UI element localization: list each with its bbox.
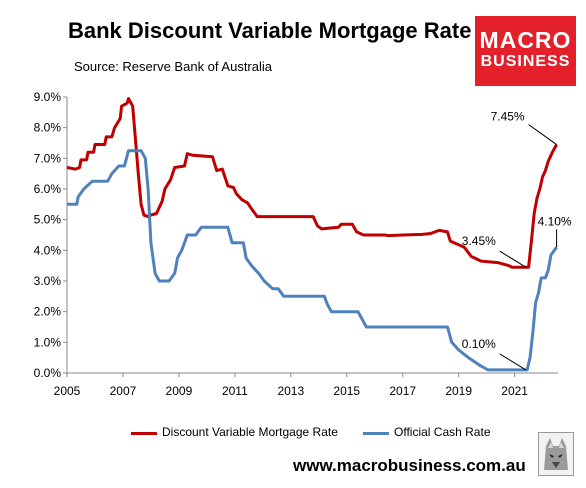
annotation-leader-line — [499, 353, 527, 371]
y-tick-label: 6.0% — [34, 182, 62, 196]
legend-label-cash: Official Cash Rate — [394, 425, 491, 439]
y-tick-label: 8.0% — [34, 121, 62, 135]
annotation-leader-line — [528, 124, 557, 145]
wolf-mascot-icon — [538, 432, 574, 476]
x-tick-label: 2005 — [54, 384, 81, 398]
macrobusiness-logo: MACRO BUSINESS — [475, 16, 576, 86]
x-tick-label: 2021 — [501, 384, 528, 398]
y-tick-label: 4.0% — [34, 243, 62, 257]
chart-title: Bank Discount Variable Mortgage Rate — [68, 18, 472, 43]
y-tick-label: 3.0% — [34, 274, 62, 288]
x-tick-label: 2017 — [389, 384, 416, 398]
annotation-label: 7.45% — [491, 110, 525, 124]
legend-swatch-cash — [363, 432, 389, 435]
x-tick-label: 2011 — [222, 384, 248, 398]
y-tick-label: 9.0% — [34, 90, 62, 104]
x-tick-label: 2007 — [110, 384, 137, 398]
y-tick-label: 7.0% — [34, 151, 62, 165]
legend-label-mortgage: Discount Variable Mortgage Rate — [162, 425, 338, 439]
y-tick-label: 2.0% — [34, 305, 62, 319]
annotation-label: 4.10% — [538, 214, 572, 228]
x-tick-label: 2019 — [445, 384, 472, 398]
series-line-mortgage-rate — [66, 97, 558, 269]
y-tick-label: 1.0% — [34, 335, 62, 349]
annotation-label: 0.10% — [462, 337, 496, 351]
annotation-label: 3.45% — [462, 234, 496, 248]
x-tick-label: 2013 — [277, 384, 304, 398]
logo-text-line1: MACRO — [479, 27, 572, 53]
annotation-leader-line — [499, 250, 527, 268]
footer-website-url: www.macrobusiness.com.au — [293, 456, 526, 475]
x-tick-label: 2009 — [166, 384, 193, 398]
y-tick-label: 0.0% — [34, 366, 62, 380]
legend-swatch-mortgage — [131, 432, 157, 435]
x-tick-label: 2015 — [333, 384, 360, 398]
y-tick-label: 5.0% — [34, 213, 62, 227]
logo-text-line2: BUSINESS — [480, 53, 571, 70]
chart-subtitle: Source: Reserve Bank of Australia — [74, 59, 272, 74]
